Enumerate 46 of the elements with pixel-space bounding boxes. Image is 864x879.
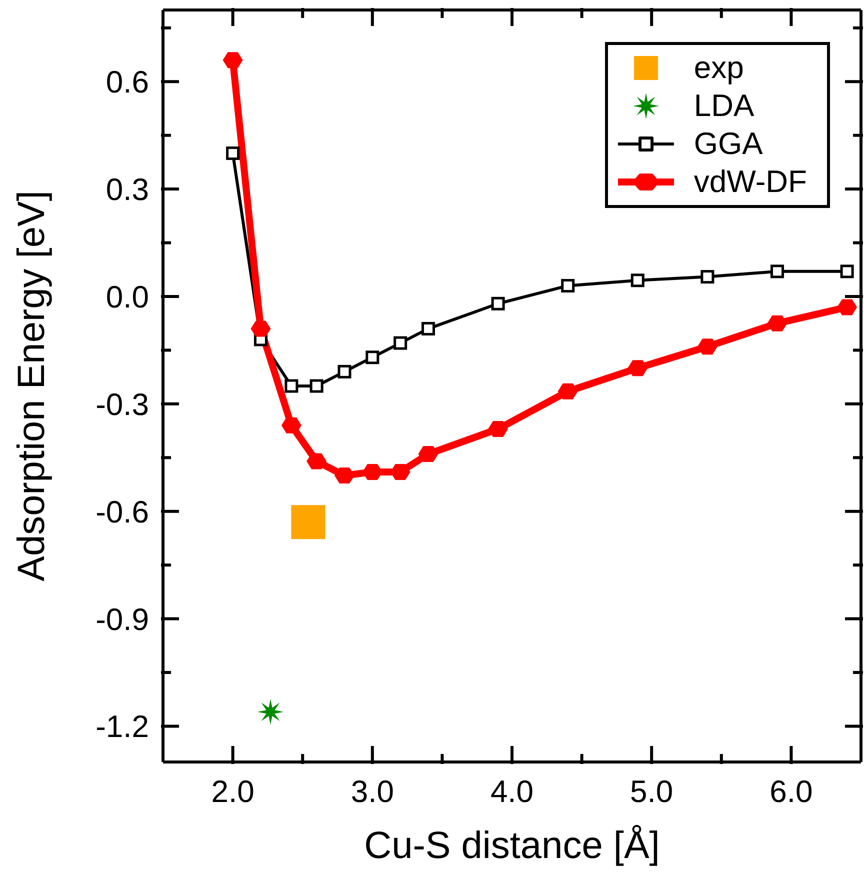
point: [310, 379, 324, 393]
point: [250, 320, 271, 337]
legend-label: GGA: [694, 126, 763, 162]
x-axis-title: Cu-S distance [Å]: [364, 824, 660, 867]
point: [697, 338, 718, 355]
y-tick-label: -0.9: [96, 602, 149, 637]
point: [257, 698, 284, 725]
y-tick-label: 0.0: [106, 279, 149, 314]
point: [421, 322, 435, 336]
point: [700, 270, 714, 284]
x-tick-label: 6.0: [770, 774, 813, 809]
point: [561, 278, 575, 292]
point: [394, 336, 408, 350]
point: [334, 468, 354, 484]
point: [630, 274, 644, 288]
x-tick-label: 5.0: [630, 774, 674, 809]
point: [628, 360, 648, 376]
point: [366, 350, 380, 364]
point: [291, 505, 326, 540]
point: [837, 299, 858, 316]
point: [338, 364, 352, 378]
y-axis-title: Adsorption Energy [eV]: [11, 190, 53, 582]
legend-label: exp: [694, 50, 744, 86]
y-tick-label: 0.3: [106, 172, 149, 208]
y-tick-label: -0.6: [96, 494, 149, 530]
y-tick-label: 0.6: [106, 64, 149, 100]
point: [767, 315, 788, 332]
point: [770, 264, 784, 278]
point: [306, 453, 327, 470]
legend-label: LDA: [694, 88, 754, 124]
x-tick-label: 4.0: [490, 774, 534, 809]
x-tick-label: 2.0: [211, 774, 254, 809]
point: [558, 383, 578, 400]
y-tick-label: -0.3: [96, 386, 149, 422]
point: [418, 446, 438, 462]
point: [362, 464, 382, 480]
y-tick-label: -1.2: [96, 709, 149, 744]
point: [226, 146, 240, 160]
point: [488, 420, 508, 437]
point: [491, 296, 505, 310]
point: [284, 379, 298, 393]
point: [840, 264, 854, 278]
legend-label: vdW-DF: [694, 164, 807, 200]
point: [222, 52, 243, 68]
x-tick-label: 3.0: [350, 774, 394, 809]
point: [281, 417, 302, 434]
